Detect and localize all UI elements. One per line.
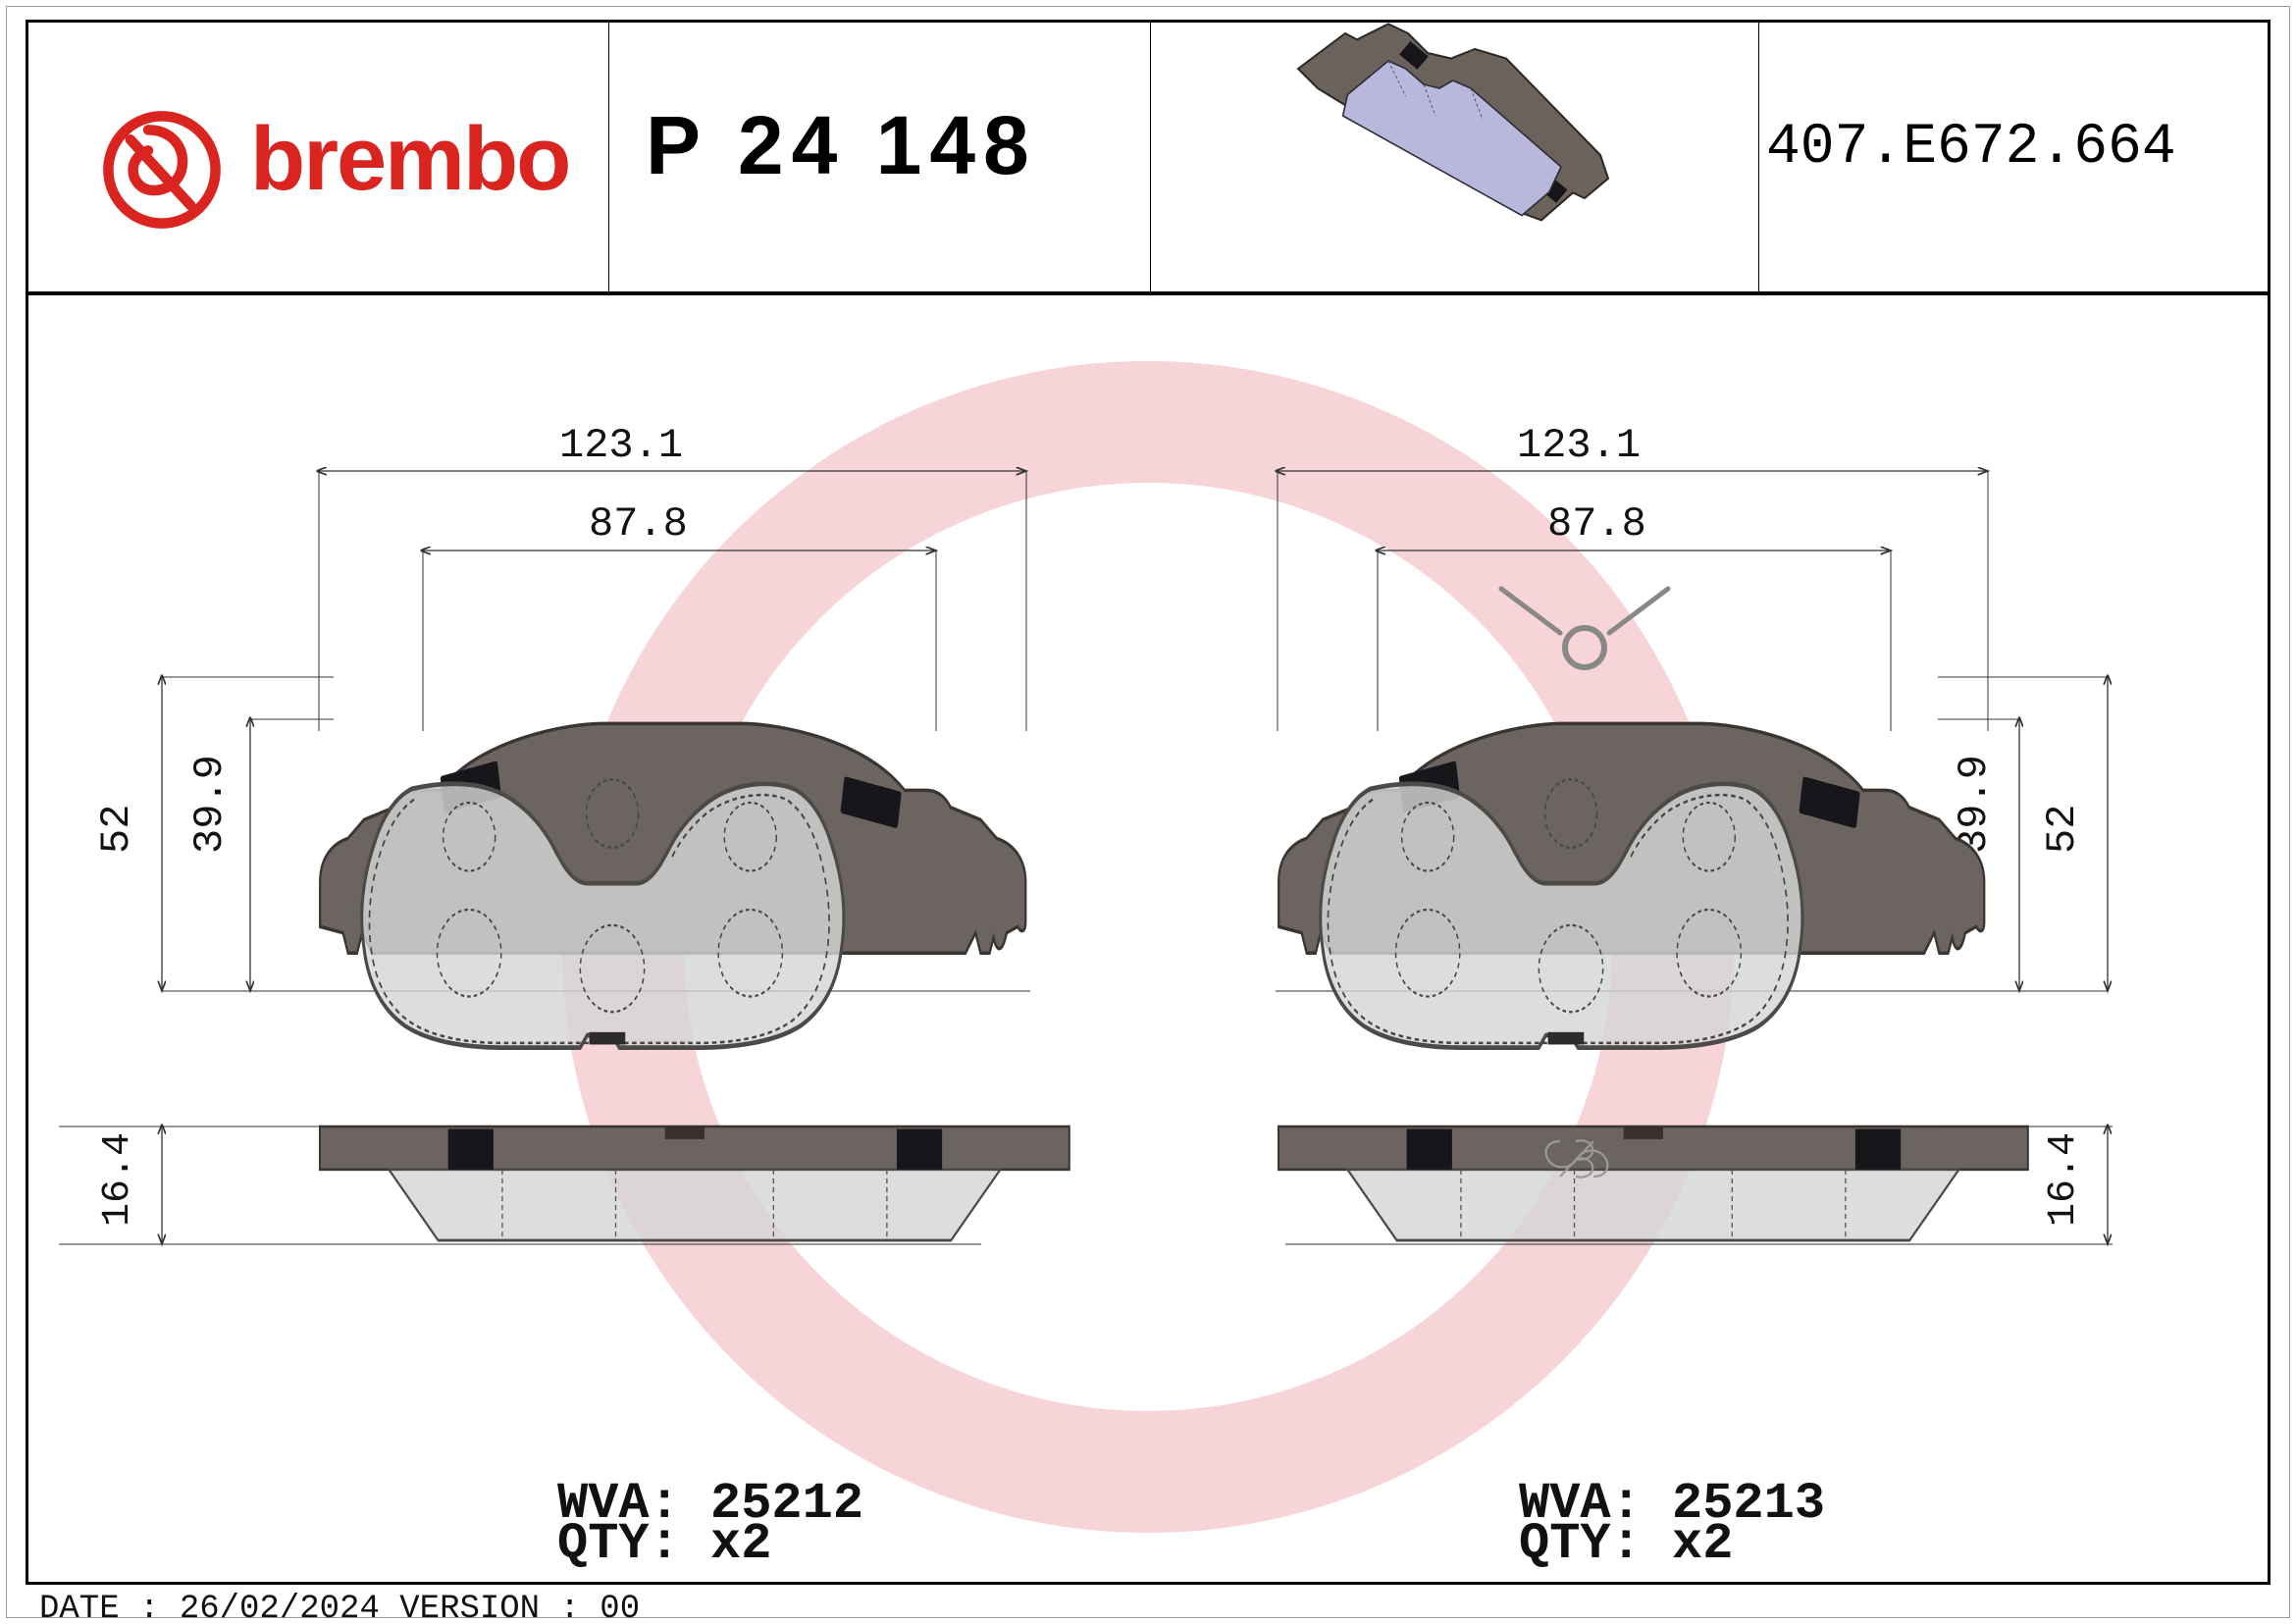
svg-text:87.8: 87.8 — [1547, 500, 1646, 548]
svg-text:87.8: 87.8 — [589, 500, 688, 548]
svg-text:16.4: 16.4 — [96, 1132, 140, 1227]
svg-text:QTY: x2: QTY: x2 — [1519, 1515, 1733, 1573]
svg-text:52: 52 — [2039, 805, 2086, 854]
svg-text:52: 52 — [93, 805, 140, 854]
svg-text:39.9: 39.9 — [186, 755, 234, 854]
svg-text:123.1: 123.1 — [559, 422, 683, 469]
svg-text:123.1: 123.1 — [1517, 422, 1641, 469]
svg-text:QTY: x2: QTY: x2 — [557, 1515, 771, 1573]
svg-text:16.4: 16.4 — [2042, 1132, 2086, 1227]
